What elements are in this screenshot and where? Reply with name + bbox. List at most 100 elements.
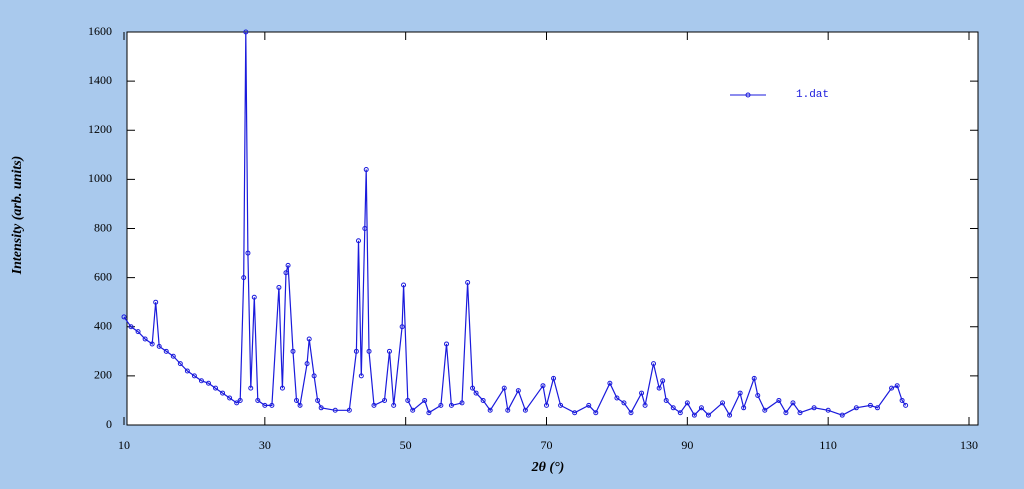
data-point	[899, 397, 905, 403]
y-axis-label: Intensity (arb. units)	[10, 156, 25, 276]
data-point	[783, 410, 789, 416]
data-point	[751, 375, 757, 381]
data-point	[283, 270, 289, 276]
data-point	[227, 395, 233, 401]
data-point	[177, 361, 183, 367]
data-line	[123, 31, 907, 417]
data-point	[660, 378, 666, 384]
data-point	[663, 397, 669, 403]
data-point	[639, 390, 645, 396]
data-point	[170, 353, 176, 359]
data-point	[191, 373, 197, 379]
data-point	[198, 378, 204, 384]
data-point	[741, 405, 747, 411]
data-point	[142, 336, 148, 342]
data-point	[234, 400, 240, 406]
data-point	[156, 343, 162, 349]
data-point	[853, 405, 859, 411]
data-point	[426, 410, 432, 416]
legend-marker	[745, 92, 751, 98]
data-point	[470, 385, 476, 391]
y-tick-label: 1600	[88, 24, 112, 38]
data-point	[237, 397, 243, 403]
data-point	[670, 405, 676, 411]
data-point	[628, 410, 634, 416]
data-point	[355, 238, 361, 244]
data-point	[621, 400, 627, 406]
data-point	[677, 410, 683, 416]
data-point	[269, 402, 275, 408]
data-point	[572, 410, 578, 416]
y-tick-label: 200	[94, 368, 112, 382]
data-point	[213, 385, 219, 391]
data-point	[698, 405, 704, 411]
data-point	[184, 368, 190, 374]
data-point	[586, 402, 592, 408]
data-point	[248, 385, 254, 391]
data-point	[410, 407, 416, 413]
data-point	[245, 250, 251, 256]
data-point	[386, 348, 392, 354]
x-tick-label: 130	[960, 438, 978, 452]
y-tick-label: 0	[106, 417, 112, 431]
data-point	[480, 397, 486, 403]
data-point	[790, 400, 796, 406]
data-point	[358, 373, 364, 379]
x-tick-label: 90	[681, 438, 693, 452]
data-point	[346, 407, 352, 413]
x-tick-label: 70	[541, 438, 553, 452]
x-tick-label: 110	[819, 438, 837, 452]
data-point	[540, 383, 546, 389]
x-tick-label: 10	[118, 438, 130, 452]
data-point	[206, 380, 211, 386]
x-axis-label: 2θ (°)	[531, 460, 565, 475]
data-point	[797, 410, 803, 416]
data-point	[473, 390, 479, 396]
data-point	[353, 348, 359, 354]
data-point	[311, 373, 317, 379]
data-point	[366, 348, 372, 354]
data-point	[304, 361, 310, 367]
data-point	[903, 402, 909, 408]
data-point	[720, 400, 726, 406]
data-point	[551, 375, 557, 381]
data-point	[276, 284, 282, 290]
y-tick-label: 1400	[88, 73, 112, 87]
data-point	[255, 397, 261, 403]
data-point	[362, 226, 368, 231]
plot-area	[126, 31, 979, 426]
data-point	[755, 393, 761, 399]
data-point	[544, 402, 549, 408]
data-point	[656, 385, 662, 391]
data-point	[128, 324, 134, 330]
data-point	[422, 397, 428, 403]
data-point	[727, 412, 733, 418]
data-point	[825, 407, 831, 413]
data-point	[306, 336, 312, 342]
x-tick-label: 30	[259, 438, 271, 452]
data-point	[290, 348, 296, 354]
data-point	[874, 405, 880, 411]
y-tick-label: 1200	[88, 122, 112, 136]
data-point	[894, 383, 900, 389]
data-point	[691, 412, 697, 418]
data-point	[371, 402, 377, 408]
data-point	[391, 402, 397, 408]
data-point	[297, 402, 303, 408]
data-point	[315, 397, 321, 403]
data-point	[522, 407, 528, 413]
data-point	[593, 410, 599, 416]
data-point	[121, 314, 127, 320]
data-point	[515, 388, 521, 394]
legend-label: 1.dat	[796, 89, 829, 101]
data-point	[405, 397, 411, 403]
data-point	[448, 402, 454, 408]
data-point	[811, 405, 817, 411]
data-point	[867, 402, 873, 408]
data-point	[839, 412, 845, 418]
data-point	[762, 407, 768, 413]
data-point	[401, 282, 407, 288]
data-point	[318, 405, 324, 411]
